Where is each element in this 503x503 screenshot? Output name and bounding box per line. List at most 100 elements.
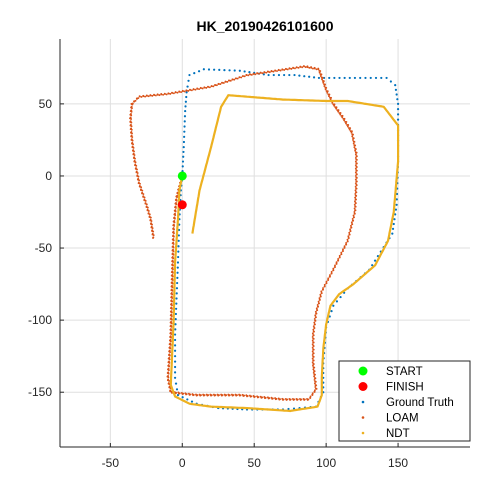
- loam-point: [242, 75, 244, 78]
- loam-point: [312, 328, 315, 331]
- loam-point: [327, 277, 330, 280]
- loam-point: [354, 200, 356, 203]
- loam-point: [168, 356, 171, 359]
- loam-point: [352, 219, 355, 222]
- loam-point: [180, 91, 183, 94]
- loam-point: [135, 167, 137, 170]
- loam-point: [330, 96, 333, 99]
- ground-truth-point: [177, 250, 180, 253]
- ground-truth-point: [197, 70, 201, 73]
- loam-point: [323, 285, 326, 288]
- ground-truth-point: [176, 266, 179, 269]
- loam-point: [174, 205, 177, 208]
- loam-point: [171, 263, 174, 266]
- loam-point: [355, 194, 358, 197]
- loam-point: [353, 216, 355, 219]
- loam-point: [277, 397, 280, 400]
- ground-truth-point: [287, 407, 290, 411]
- loam-point: [158, 94, 161, 97]
- loam-point: [165, 93, 168, 96]
- loam-point: [274, 397, 277, 400]
- loam-point: [310, 66, 313, 69]
- loam-point: [313, 389, 316, 392]
- loam-point: [171, 281, 174, 284]
- ground-truth-point: [184, 109, 187, 113]
- loam-point: [354, 144, 357, 147]
- loam-point: [171, 256, 174, 258]
- ground-truth-point: [175, 297, 178, 300]
- loam-point: [328, 275, 331, 278]
- loam-point: [167, 364, 170, 367]
- ground-truth-point: [176, 276, 179, 280]
- loam-point: [214, 84, 217, 87]
- loam-point: [217, 83, 220, 85]
- finish-marker: [177, 200, 187, 210]
- loam-point: [149, 218, 152, 221]
- loam-point: [258, 72, 260, 75]
- loam-point: [174, 212, 176, 215]
- loam-point: [311, 350, 314, 353]
- loam-point: [169, 331, 172, 334]
- ground-truth-point: [177, 234, 180, 237]
- loam-point: [355, 176, 358, 179]
- loam-point: [331, 101, 334, 104]
- loam-point: [319, 295, 322, 298]
- x-tick-label: 150: [388, 456, 408, 470]
- loam-point: [354, 153, 357, 156]
- ground-truth-point: [173, 333, 177, 336]
- loam-point: [171, 92, 174, 94]
- loam-point: [236, 77, 239, 80]
- loam-point: [147, 95, 150, 98]
- loam-point: [168, 349, 171, 352]
- loam-point: [325, 280, 328, 283]
- loam-point: [170, 299, 173, 302]
- loam-point: [321, 288, 324, 291]
- loam-point: [172, 92, 175, 95]
- ground-truth-point: [202, 68, 205, 71]
- loam-point: [349, 127, 352, 130]
- loam-point: [341, 116, 344, 119]
- loam-point: [252, 394, 255, 397]
- loam-point: [314, 323, 316, 326]
- loam-point: [171, 274, 174, 276]
- ground-truth-point: [174, 323, 177, 326]
- loam-point: [302, 397, 305, 400]
- loam-point: [299, 397, 301, 400]
- loam-point: [250, 73, 253, 76]
- loam-point: [160, 93, 163, 96]
- loam-point: [315, 68, 318, 71]
- ndt-trajectory: [169, 94, 400, 413]
- loam-point: [144, 95, 147, 98]
- series-finish: [177, 200, 187, 210]
- loam-point: [313, 327, 316, 329]
- series-ndt: [169, 94, 400, 413]
- loam-point: [355, 187, 358, 190]
- ground-truth-point: [187, 79, 190, 82]
- loam-point: [295, 66, 298, 69]
- loam-point: [248, 394, 251, 397]
- loam-point: [170, 288, 173, 291]
- loam-point: [245, 74, 248, 76]
- series-start: [177, 171, 187, 181]
- loam-point: [346, 240, 349, 243]
- ground-truth-point: [343, 76, 346, 80]
- loam-point: [316, 304, 319, 306]
- ground-truth-point: [218, 68, 221, 71]
- ground-truth-point: [238, 69, 241, 72]
- y-tick-label: 0: [45, 169, 52, 183]
- loam-point: [312, 352, 315, 355]
- loam-point: [318, 297, 321, 300]
- loam-point: [215, 84, 218, 87]
- axes: [59, 39, 470, 448]
- loam-point: [241, 393, 244, 396]
- ground-truth-point: [348, 76, 351, 80]
- loam-point: [355, 169, 358, 172]
- loam-point: [281, 68, 284, 71]
- loam-point: [346, 125, 349, 128]
- loam-point: [174, 209, 177, 212]
- loam-point: [329, 274, 331, 277]
- loam-point: [245, 394, 248, 397]
- loam-point: [169, 342, 172, 345]
- loam-point: [189, 89, 192, 91]
